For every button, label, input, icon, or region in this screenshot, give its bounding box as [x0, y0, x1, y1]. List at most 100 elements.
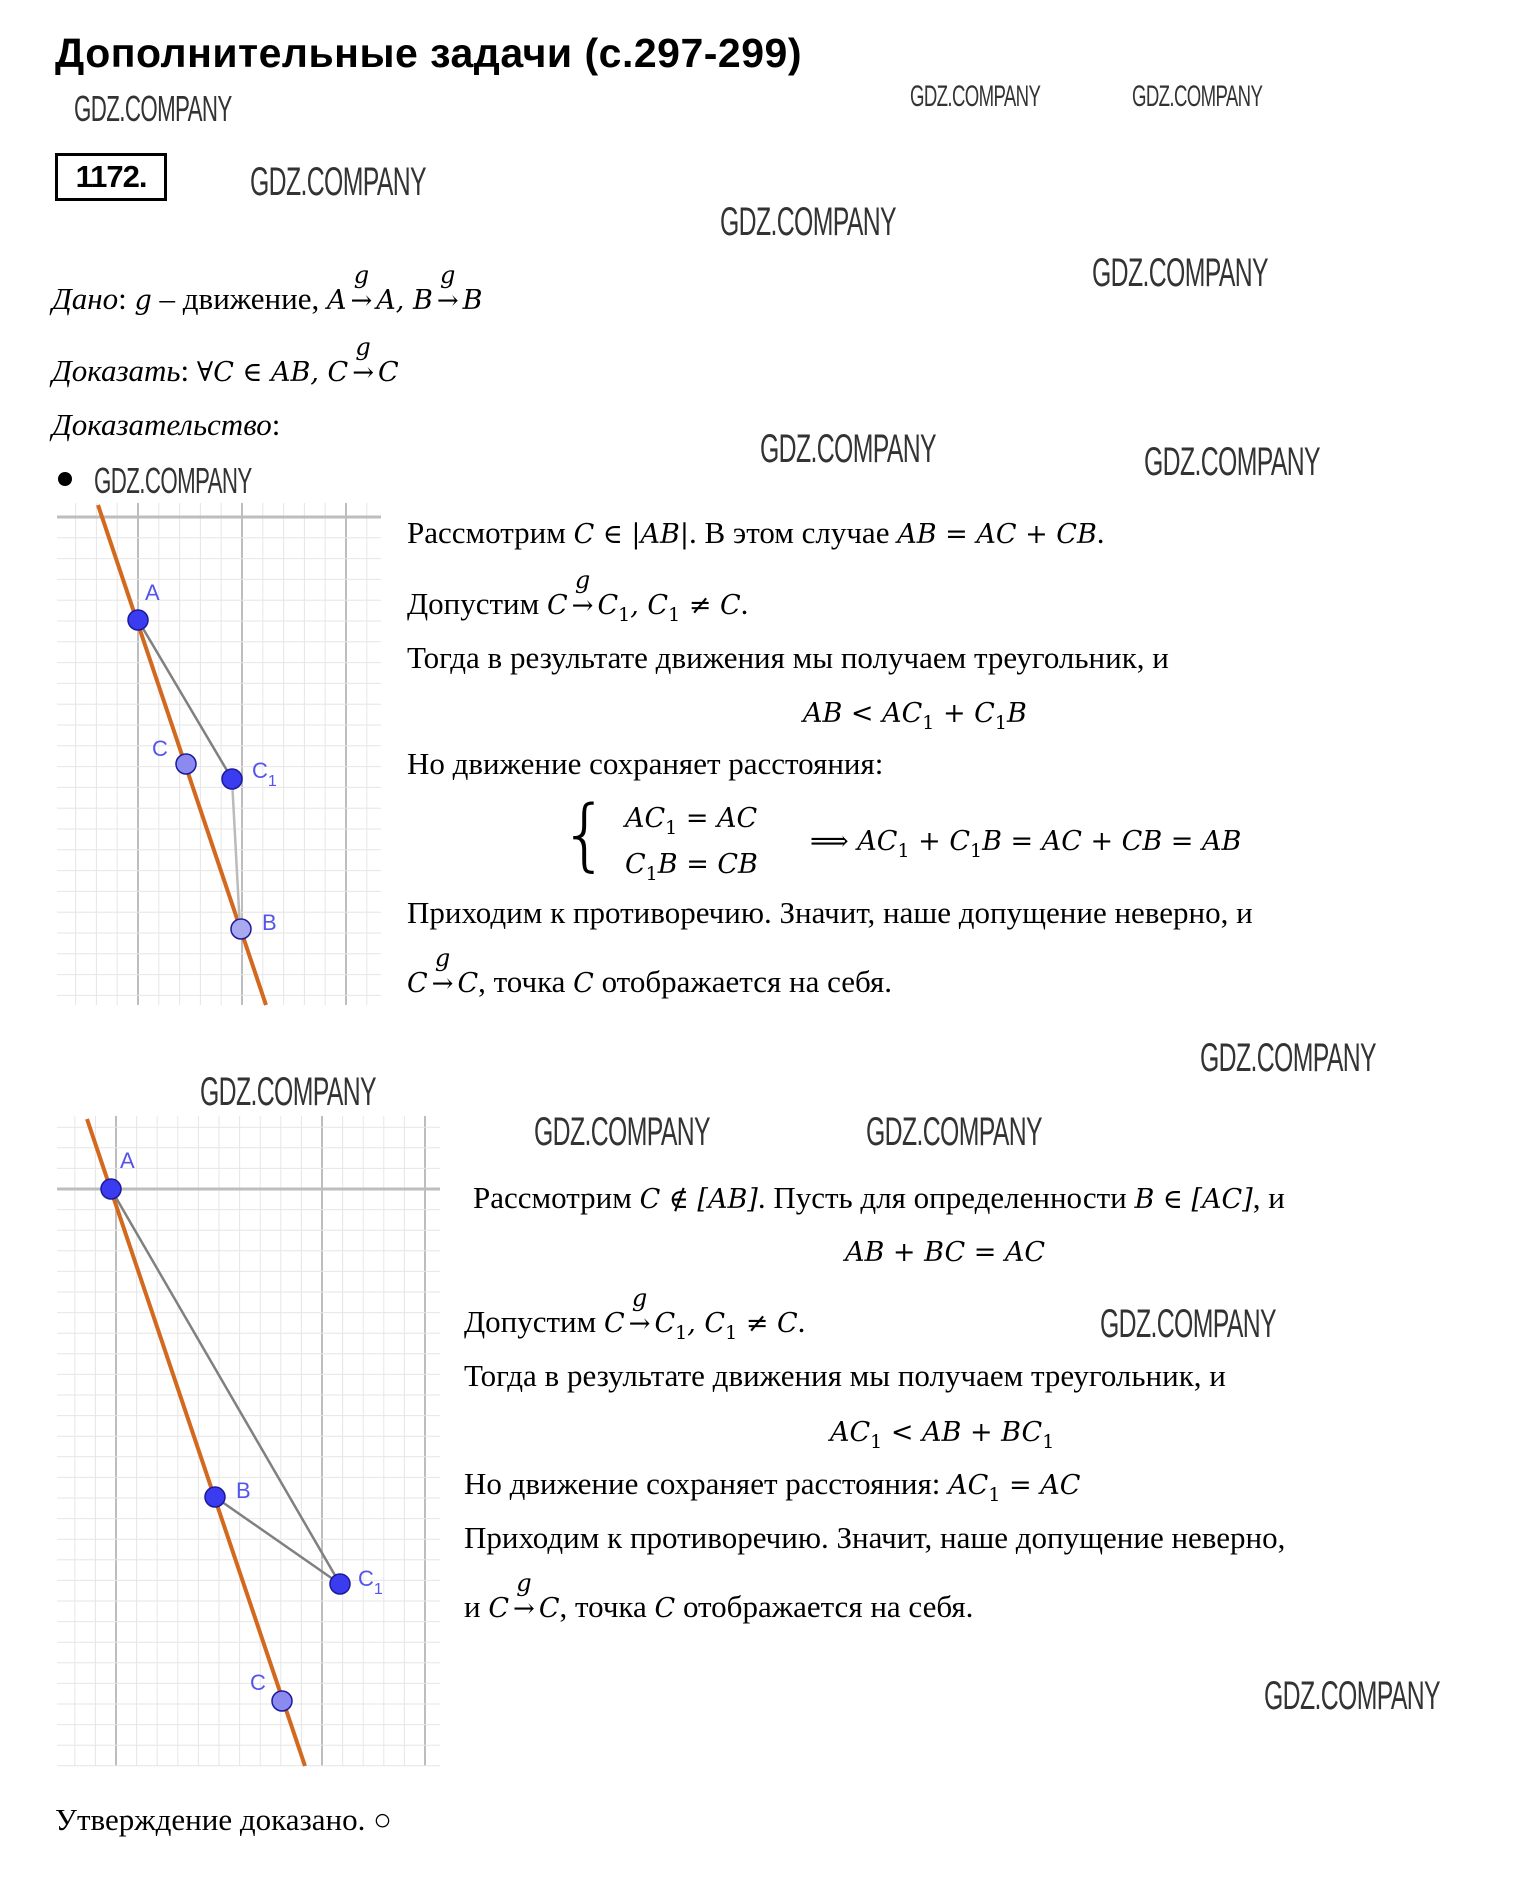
- text: и: [464, 1589, 489, 1624]
- case2-line-1: Рассмотрим C ∉ [AB]. Пусть для определен…: [473, 1181, 1285, 1217]
- map-label: g: [574, 566, 591, 594]
- math-expression: AC: [830, 1417, 871, 1448]
- segment-bc1: [214, 1495, 341, 1586]
- subscript: 1: [645, 863, 658, 885]
- system-eq-1: AC1 = AC: [625, 800, 757, 845]
- prove-line: Доказать: ∀C ∈ AB, C → g C: [52, 333, 399, 390]
- point-label: A: [120, 1148, 135, 1173]
- text: :: [271, 407, 281, 442]
- watermark: GDZ.COMPANY: [866, 1110, 1043, 1154]
- text: , точка: [559, 1589, 655, 1624]
- math-expression: B: [1006, 698, 1027, 729]
- text: .: [797, 1304, 806, 1339]
- point: [127, 609, 149, 631]
- system-brace: {: [560, 790, 610, 880]
- text: Но движение сохраняет расстояния:: [464, 1466, 949, 1501]
- text: Доказательство: [52, 407, 272, 442]
- figure-case2: A B C1 C: [57, 1116, 440, 1767]
- maps-to-arrow-icon: → g: [513, 1569, 535, 1626]
- conclusion: Утверждение доказано. ○: [55, 1802, 392, 1837]
- text: Приходим к противоречию. Значит, наше до…: [464, 1520, 1286, 1555]
- segment-ac1: [136, 619, 234, 780]
- point-label: C: [250, 1670, 266, 1695]
- case1-line-2: Допустим C → g C1, C1 ≠ C.: [407, 566, 748, 632]
- subscript: 1: [1042, 1431, 1055, 1453]
- subscript: 1: [668, 604, 681, 626]
- bullet-icon: [58, 472, 72, 486]
- math-expression: AB < AC: [803, 698, 923, 729]
- point-label: B: [262, 910, 277, 935]
- map-label: g: [434, 944, 451, 972]
- proof-label: Доказательство:: [52, 408, 280, 442]
- math-expression: B: [462, 285, 483, 316]
- text: Тогда в результате движения мы получаем …: [464, 1358, 1226, 1393]
- maps-to-arrow-icon: → g: [629, 1284, 651, 1341]
- math-expression: A, B: [376, 285, 433, 316]
- point: [329, 1573, 351, 1595]
- case1-line-3: Тогда в результате движения мы получаем …: [407, 641, 1169, 675]
- subscript: 1: [618, 604, 631, 626]
- point-label: A: [145, 580, 160, 605]
- subscript: 1: [870, 1431, 883, 1453]
- system-eq-2: C1B = CB: [625, 846, 758, 891]
- point-label-subscript: 1: [374, 1581, 383, 1598]
- watermark: GDZ.COMPANY: [1100, 1302, 1277, 1346]
- text: Рассмотрим: [473, 1180, 640, 1215]
- case2-line-8: и C → g C, точка C отображается на себя.: [464, 1569, 973, 1626]
- subscript: 1: [897, 840, 910, 862]
- point-label: C1: [358, 1566, 383, 1598]
- math-expression: C: [407, 968, 428, 999]
- text: – движение,: [151, 281, 327, 316]
- case1-line-7: Приходим к противоречию. Значит, наше до…: [407, 896, 1253, 930]
- point: [100, 1178, 122, 1200]
- map-label: g: [631, 1284, 648, 1312]
- text: отображается на себя.: [593, 964, 892, 999]
- case1-line-8: C → g C, точка C отображается на себя.: [407, 944, 892, 1001]
- point: [175, 753, 197, 775]
- map-label: g: [516, 1569, 532, 1597]
- watermark: GDZ.COMPANY: [74, 88, 232, 129]
- point-label: C: [152, 736, 168, 761]
- subscript: 1: [725, 1322, 738, 1344]
- text: Но движение сохраняет расстояния:: [407, 746, 884, 781]
- maps-to-arrow-icon: → g: [572, 566, 594, 623]
- watermark: GDZ.COMPANY: [720, 200, 897, 244]
- case1-inequality: AB < AC1 + C1B: [803, 695, 1027, 740]
- math-expression: B = AC + CB = AB: [982, 826, 1242, 857]
- case2-equation: AB + BC = AC: [845, 1234, 1045, 1270]
- text: :: [180, 353, 197, 388]
- math-expression: B ∈ [AC]: [1134, 1184, 1253, 1215]
- watermark: GDZ.COMPANY: [94, 460, 252, 501]
- subscript: 1: [970, 840, 983, 862]
- math-expression: + C: [909, 826, 970, 857]
- case2-line-3: Допустим C → g C1, C1 ≠ C.: [464, 1284, 806, 1350]
- point-label: B: [236, 1478, 251, 1503]
- subscript: 1: [994, 712, 1007, 734]
- watermark: GDZ.COMPANY: [910, 80, 1041, 113]
- text: Допустим: [407, 586, 547, 621]
- math-expression: , C: [687, 1308, 726, 1339]
- watermark: GDZ.COMPANY: [1264, 1674, 1441, 1718]
- math-expression: C ∉ [AB]: [639, 1184, 758, 1215]
- text: . В этом случае: [688, 515, 898, 550]
- text: Дано: [52, 281, 119, 316]
- math-expression: C: [654, 1308, 676, 1339]
- math-expression: C: [488, 1593, 510, 1624]
- math-expression: C: [654, 1593, 676, 1624]
- subscript: 1: [922, 712, 935, 734]
- math-expression: ∀C ∈ AB, C: [196, 357, 349, 388]
- math-expression: , C: [630, 590, 669, 621]
- watermark: GDZ.COMPANY: [1144, 440, 1321, 484]
- case1-line-5: Но движение сохраняет расстояния:: [407, 747, 883, 781]
- text: Рассмотрим: [407, 515, 574, 550]
- math-expression: g: [134, 285, 152, 316]
- math-expression: B = CB: [657, 849, 758, 880]
- line-ac: [85, 1118, 307, 1767]
- text: Тогда в результате движения мы получаем …: [407, 640, 1169, 675]
- math-expression: AC: [948, 1470, 989, 1501]
- text: . Пусть для определенности: [757, 1180, 1135, 1215]
- case1-line-1: Рассмотрим C ∈ |AB|. В этом случае AB = …: [407, 516, 1105, 552]
- math-expression: = AC: [1000, 1470, 1081, 1501]
- subscript: 1: [665, 817, 678, 839]
